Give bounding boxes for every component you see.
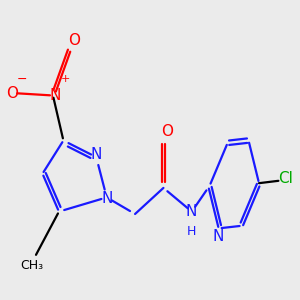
Text: N: N bbox=[213, 229, 224, 244]
Text: H: H bbox=[187, 225, 196, 238]
Text: +: + bbox=[61, 74, 70, 84]
Text: O: O bbox=[161, 124, 173, 139]
Text: N: N bbox=[91, 147, 102, 162]
Text: O: O bbox=[68, 34, 80, 49]
Text: N: N bbox=[185, 204, 197, 219]
Text: O: O bbox=[6, 85, 18, 100]
Text: Cl: Cl bbox=[278, 171, 293, 186]
Text: N: N bbox=[50, 88, 61, 103]
Text: −: − bbox=[16, 74, 27, 86]
Text: CH₃: CH₃ bbox=[20, 259, 44, 272]
Text: N: N bbox=[102, 191, 113, 206]
